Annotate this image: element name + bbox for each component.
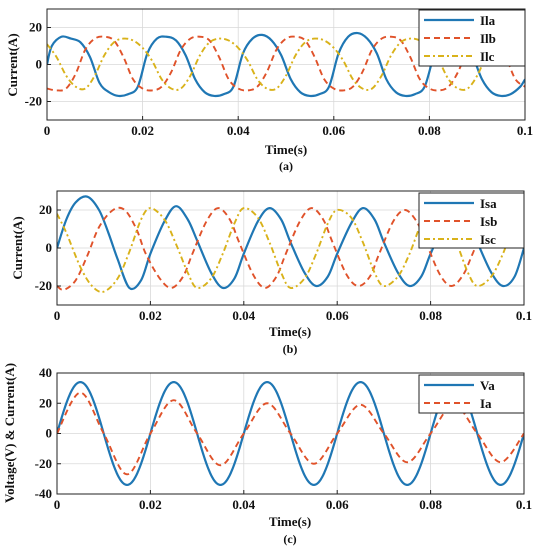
x-tick-label: 0.08 xyxy=(419,497,442,512)
x-ticks: 0 0.02 0.04 0.06 0.08 0.1 xyxy=(44,116,533,138)
x-tick-label: 0 xyxy=(44,123,51,138)
y-tick-label: -20 xyxy=(35,278,52,293)
legend-label-ilb: Ilb xyxy=(480,31,496,46)
panel-caption: (b) xyxy=(283,342,298,356)
x-tick-label: 0.04 xyxy=(232,308,255,323)
legend-label-isb: Isb xyxy=(480,214,497,229)
legend-label-ilc: Ilc xyxy=(480,49,495,64)
y-tick-label: 40 xyxy=(39,365,52,380)
series-line-isb xyxy=(57,206,524,291)
x-tick-label: 0.04 xyxy=(232,497,255,512)
x-tick-label: 0.06 xyxy=(326,497,349,512)
legend: Isa Isb Isc xyxy=(418,192,525,249)
x-axis-label: Time(s) xyxy=(269,324,311,339)
y-axis-label: Current(A) xyxy=(10,216,25,279)
y-ticks: -20 0 20 xyxy=(35,202,61,293)
y-tick-label: -20 xyxy=(35,456,52,471)
legend: Va Ia xyxy=(418,374,525,414)
x-tick-label: 0.1 xyxy=(517,123,533,138)
panel-caption: (c) xyxy=(283,532,296,546)
legend-label-isa: Isa xyxy=(480,196,497,211)
x-tick-label: 0 xyxy=(54,308,61,323)
y-axis-label: Voltage(V) & Current(A) xyxy=(2,363,17,503)
y-tick-label: 0 xyxy=(46,426,53,441)
legend-box xyxy=(418,374,525,414)
y-tick-label: 20 xyxy=(39,395,52,410)
x-tick-label: 0.1 xyxy=(516,497,532,512)
series-line-ilb xyxy=(47,35,525,92)
legend-label-ia: Ia xyxy=(480,396,492,411)
x-tick-label: 0.1 xyxy=(516,308,532,323)
y-tick-label: -40 xyxy=(35,486,52,501)
legend-label-ila: Ila xyxy=(480,13,496,28)
x-axis-label: Time(s) xyxy=(265,142,307,157)
x-tick-label: 0.06 xyxy=(322,123,345,138)
panel-caption: (a) xyxy=(279,159,293,173)
x-tick-label: 0 xyxy=(54,497,61,512)
y-axis-label: Current(A) xyxy=(5,33,20,96)
x-tick-label: 0.06 xyxy=(326,308,349,323)
y-ticks: -40 -20 0 20 40 xyxy=(35,365,61,501)
x-tick-label: 0.02 xyxy=(139,497,162,512)
x-axis-label: Time(s) xyxy=(269,514,311,529)
legend-label-va: Va xyxy=(480,378,495,393)
panel-c: -40 -20 0 20 40 0 0.02 0.04 0.06 0.08 0.1 Voltage… xyxy=(2,363,532,546)
x-tick-label: 0.02 xyxy=(131,123,154,138)
x-tick-label: 0.08 xyxy=(419,308,442,323)
y-tick-label: 0 xyxy=(46,240,53,255)
legend-label-isc: Isc xyxy=(480,232,496,247)
x-tick-label: 0.04 xyxy=(227,123,250,138)
y-tick-label: 20 xyxy=(39,202,52,217)
y-ticks: -20 0 20 xyxy=(25,20,51,109)
y-tick-label: 0 xyxy=(36,57,43,72)
series-line-isc xyxy=(57,207,524,293)
x-ticks: 0 0.02 0.04 0.06 0.08 0.1 xyxy=(54,490,532,512)
y-tick-label: -20 xyxy=(25,94,42,109)
x-tick-label: 0.08 xyxy=(418,123,441,138)
x-ticks: 0 0.02 0.04 0.06 0.08 0.1 xyxy=(54,301,532,323)
y-tick-label: 20 xyxy=(29,20,42,35)
x-tick-label: 0.02 xyxy=(139,308,162,323)
series-line-ilc xyxy=(47,37,525,91)
legend: Ila Ilb Ilc xyxy=(418,9,526,67)
